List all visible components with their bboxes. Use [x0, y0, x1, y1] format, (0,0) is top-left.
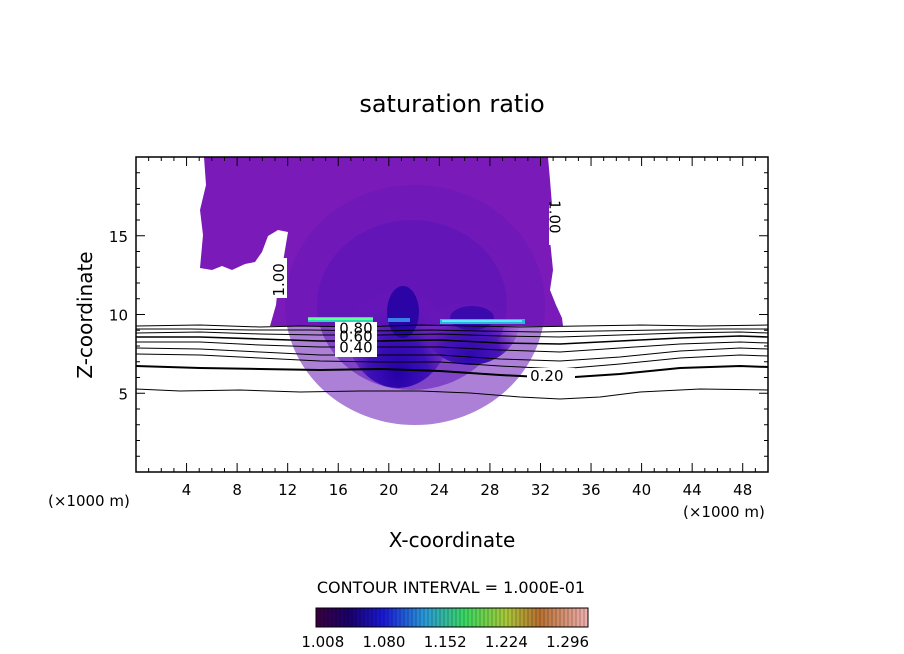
x-tick-label: 4 [182, 481, 192, 499]
x-tick-label: 28 [480, 481, 499, 499]
colorbar-labels: 1.008 1.080 1.152 1.224 1.296 [301, 633, 589, 651]
x-unit-left: (×1000 m) [48, 492, 130, 510]
x-tick-label: 8 [232, 481, 242, 499]
contour-label: 1.00 [270, 263, 288, 296]
y-tick-label: 10 [109, 307, 128, 325]
contour-label: 0.20 [530, 367, 563, 385]
x-unit-right: (×1000 m) [683, 503, 765, 521]
contour-label-masks [271, 205, 575, 384]
x-tick-label: 20 [379, 481, 398, 499]
colorbar-label: 1.152 [424, 633, 467, 651]
x-tick-label: 44 [683, 481, 702, 499]
x-axis-label: X-coordinate [389, 528, 516, 552]
contour-label: 0.60 [339, 328, 372, 346]
x-tick-label: 32 [531, 481, 550, 499]
colorbar [315, 607, 589, 628]
x-tick-label: 12 [278, 481, 297, 499]
colorbar-ticks [319, 608, 585, 627]
x-tick-label: 40 [632, 481, 651, 499]
x-tick-label: 24 [430, 481, 449, 499]
supersaturation-fill [200, 157, 563, 425]
y-tick-label: 5 [118, 385, 128, 403]
x-tick-label: 48 [733, 481, 752, 499]
y-axis-label: Z-coordinate [73, 251, 97, 378]
x-tick-label: 36 [581, 481, 600, 499]
contour-lines [136, 324, 768, 400]
y-tick-label: 15 [109, 228, 128, 246]
contour-label: 0.40 [339, 339, 372, 357]
chart-title: saturation ratio [359, 90, 544, 118]
colorbar-label: 1.008 [301, 633, 344, 651]
contour-label: 0.80 [339, 320, 372, 338]
x-tick-label: 16 [329, 481, 348, 499]
colorbar-label: 1.080 [363, 633, 406, 651]
contour-interval: CONTOUR INTERVAL = 1.000E-01 [317, 578, 585, 597]
y-axis: 5 10 15 [109, 172, 768, 457]
contour-label: 1.00 [545, 200, 563, 233]
contour-labels: 1.00 1.00 0.800.600.40 0.20 [270, 200, 564, 385]
colorbar-label: 1.224 [485, 633, 528, 651]
colorbar-label: 1.296 [546, 633, 589, 651]
x-axis: 4 8 12 16 20 24 28 32 36 40 44 48 [148, 157, 756, 499]
